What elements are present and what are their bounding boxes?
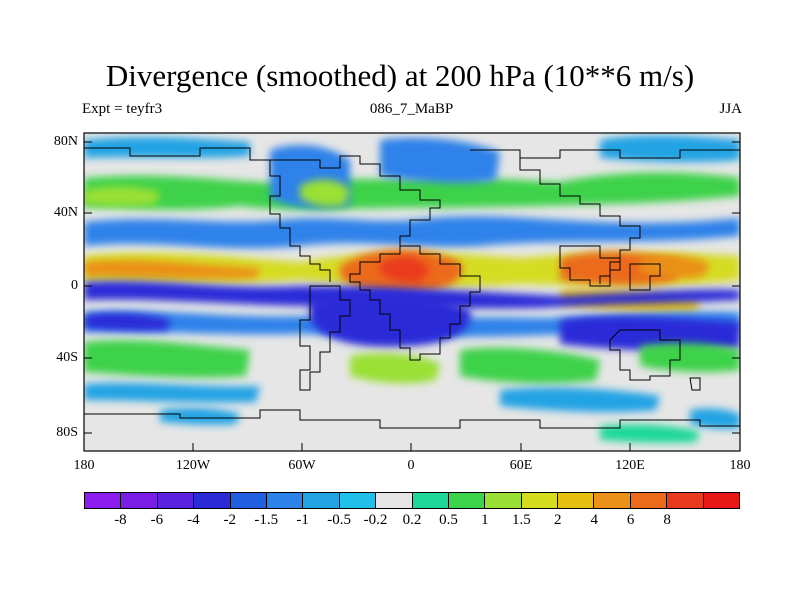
colorbar-box <box>703 493 740 508</box>
colorbar-label: -1 <box>296 512 309 528</box>
lat-label-40s: 40S <box>56 350 78 365</box>
lat-label-40n: 40N <box>53 205 78 220</box>
colorbar <box>84 492 740 509</box>
lat-label-eq: 0 <box>71 278 78 293</box>
colorbar-box <box>412 493 449 508</box>
colorbar-label: -0.5 <box>327 512 351 528</box>
colorbar-label: -2 <box>223 512 237 528</box>
colorbar-box <box>194 493 231 508</box>
lat-label-80s: 80S <box>56 425 78 440</box>
colorbar-box <box>157 493 195 508</box>
colorbar-box <box>376 493 413 508</box>
lon-label-60w: 60W <box>288 458 316 473</box>
colorbar-box <box>121 493 158 508</box>
longitude-ticks <box>83 443 741 451</box>
colorbar-label: -8 <box>114 512 127 528</box>
colorbar-label: 2 <box>554 512 562 528</box>
colorbar-box <box>485 493 522 508</box>
colorbar-box <box>630 493 668 508</box>
colorbar-box <box>521 493 559 508</box>
lon-label-120e: 120E <box>615 458 645 473</box>
colorbar-label: -0.2 <box>363 512 388 528</box>
colorbar-box <box>266 493 304 508</box>
plot-title: Divergence (smoothed) at 200 hPa (10**6 … <box>105 58 695 93</box>
colorbar-box <box>339 493 377 508</box>
colorbar-box <box>303 493 340 508</box>
lon-label-180e: 180 <box>729 458 751 473</box>
lon-label-60e: 60E <box>509 458 533 473</box>
colorbar-label: 0.5 <box>439 512 458 528</box>
colorbar-label: -1.5 <box>254 512 279 528</box>
colorbar-label: 0.2 <box>402 512 422 528</box>
colorbar-label: 4 <box>590 512 598 528</box>
colorbar-box <box>85 493 122 508</box>
colorbar-box <box>448 493 486 508</box>
colorbar-box <box>594 493 631 508</box>
colorbar-label: 6 <box>626 512 635 528</box>
colorbar-label: 1 <box>481 512 489 528</box>
lon-label-180w: 180 <box>73 458 95 473</box>
lat-label-80n: 80N <box>53 134 78 149</box>
colorbar-label: 8 <box>663 512 671 528</box>
lon-label-0: 0 <box>407 458 415 473</box>
lon-label-120w: 120W <box>175 458 211 473</box>
colorbar-box <box>558 493 595 508</box>
colorbar-label: -4 <box>187 512 200 528</box>
coastlines <box>84 147 740 429</box>
colorbar-label: 1.5 <box>511 512 531 528</box>
plot-frame <box>83 132 741 452</box>
run-label: 086_7_MaBP <box>369 101 454 117</box>
colorbar-box <box>667 493 704 508</box>
colorbar-box <box>230 493 267 508</box>
colorbar-label: -6 <box>150 512 164 528</box>
experiment-label: Expt = teyfr3 <box>82 101 163 117</box>
season-label: JJA <box>719 101 742 117</box>
latitude-ticks <box>84 141 740 434</box>
